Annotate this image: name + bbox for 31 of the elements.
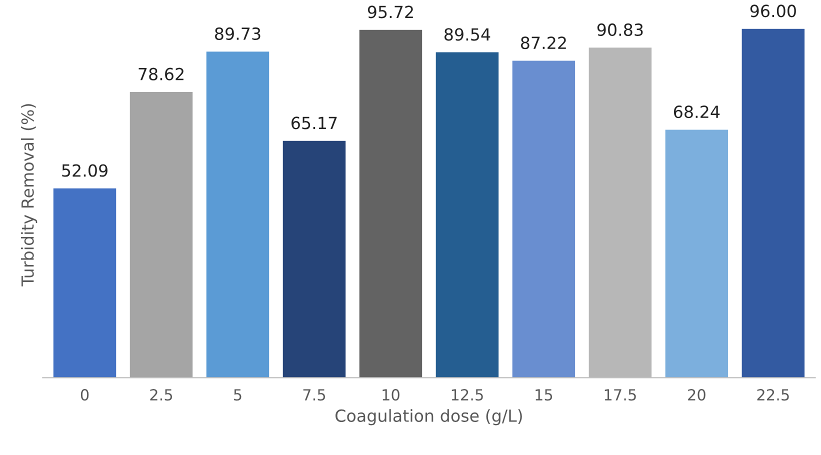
bar xyxy=(282,140,346,378)
x-tick-label: 2.5 xyxy=(150,389,172,401)
bar xyxy=(436,52,499,378)
data-label: 89.73 xyxy=(215,27,260,40)
bar xyxy=(512,60,576,378)
bar xyxy=(665,130,728,378)
x-tick-label: 17.5 xyxy=(604,389,636,401)
data-label: 95.72 xyxy=(368,6,413,18)
x-tick-label: 10 xyxy=(382,389,400,401)
x-tick-label: 15 xyxy=(536,389,552,401)
data-label: 87.22 xyxy=(520,36,566,50)
x-tick-label: 7.5 xyxy=(303,389,326,401)
bar xyxy=(130,92,193,378)
x-tick-label: 22.5 xyxy=(757,389,789,401)
data-label: 90.83 xyxy=(597,23,643,36)
bar xyxy=(53,188,116,378)
x-axis-title: Coagulation dose (g/L) xyxy=(336,409,522,426)
x-tick-label: 5 xyxy=(234,389,242,401)
bar xyxy=(206,52,270,378)
data-label: 65.17 xyxy=(292,116,337,130)
bar xyxy=(359,30,422,378)
data-label: 68.24 xyxy=(674,106,720,118)
x-tick-label: 0 xyxy=(80,389,89,401)
data-label: 89.54 xyxy=(444,28,490,41)
bar xyxy=(742,28,805,378)
data-label: 96.00 xyxy=(750,4,796,18)
data-label: 52.09 xyxy=(62,164,108,177)
x-tick-label: 20 xyxy=(688,389,706,401)
x-tick-label: 12.5 xyxy=(452,389,483,401)
y-axis-title: Turbidity Removal (%) xyxy=(21,104,38,286)
data-label: 78.62 xyxy=(138,68,184,80)
